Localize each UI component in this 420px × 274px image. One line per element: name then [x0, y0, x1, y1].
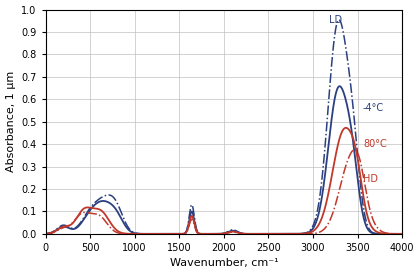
- Text: -4°C: -4°C: [363, 103, 384, 113]
- X-axis label: Wavenumber, cm⁻¹: Wavenumber, cm⁻¹: [170, 258, 278, 269]
- Text: 80°C: 80°C: [363, 139, 387, 149]
- Text: LD: LD: [328, 15, 342, 25]
- Text: HD: HD: [363, 174, 378, 184]
- Y-axis label: Absorbance, 1 μm: Absorbance, 1 μm: [5, 71, 16, 172]
